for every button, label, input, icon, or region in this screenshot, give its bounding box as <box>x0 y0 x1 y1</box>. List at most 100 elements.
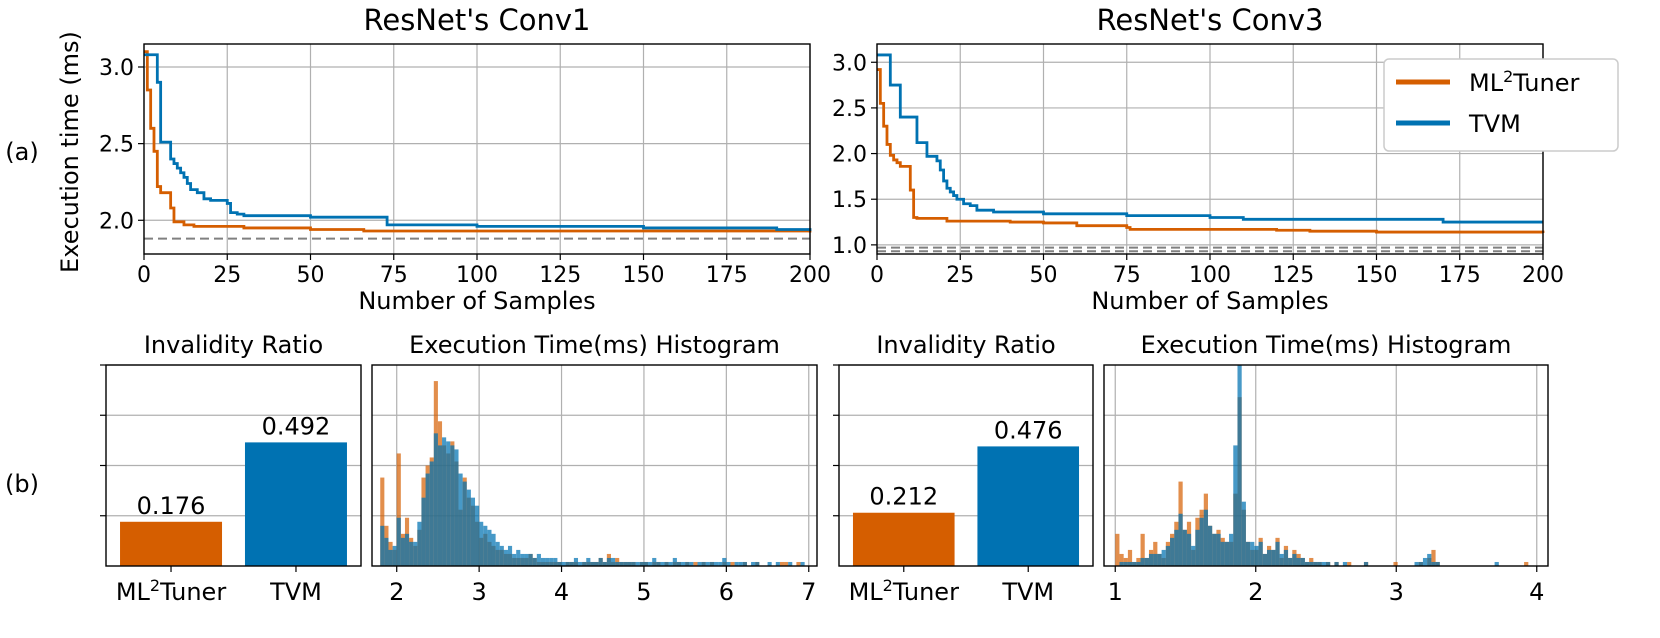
hist-bin-tvm <box>557 561 562 566</box>
hist-bin-tvm <box>380 525 385 566</box>
hist-bin-tvm <box>582 561 587 566</box>
hist-bin-tvm <box>1212 533 1217 566</box>
hist-bin-tvm <box>1317 561 1322 566</box>
hist-bin-ml2tuner <box>1140 533 1145 566</box>
bar-value-label: 0.176 <box>137 492 206 520</box>
hist-bin-tvm <box>400 537 405 566</box>
legend-label-tvm: TVM <box>1468 110 1521 138</box>
hist-bin-tvm <box>610 557 616 566</box>
x-tick-label: 200 <box>789 263 831 288</box>
x-tick-label-tvm: TVM <box>269 578 322 606</box>
hist-bin-tvm <box>1292 553 1297 566</box>
y-tick-label: 2.0 <box>99 209 134 234</box>
hist-bin-tvm <box>1494 561 1499 566</box>
hist-bin-tvm <box>507 545 513 566</box>
hist-bin-tvm <box>1296 557 1301 566</box>
hist-bin-tvm <box>512 553 517 566</box>
hist-bin-tvm <box>615 561 620 566</box>
hist-bin-tvm <box>1363 561 1369 566</box>
hist-bin-ml2tuner <box>1115 533 1120 566</box>
x-tick-label-tvm: TVM <box>1001 578 1054 606</box>
hist-bin-tvm <box>446 441 451 566</box>
hist-bin-tvm <box>788 561 793 566</box>
hist-bin-tvm <box>1170 537 1175 566</box>
y-tick-label: 1.0 <box>832 234 867 259</box>
x-tick-label: 2 <box>1248 578 1263 606</box>
hist-bin-tvm <box>578 561 583 566</box>
hist-bin-tvm <box>1262 553 1267 566</box>
hist-bin-tvm <box>681 561 686 566</box>
hist-bin-tvm <box>713 561 719 566</box>
hist-bin-tvm <box>701 561 706 566</box>
hist-bin-ml2tuner <box>730 561 735 566</box>
hist-bin-ml2tuner <box>784 561 789 566</box>
x-tick-label: 2 <box>389 578 404 606</box>
x-tick-label: 150 <box>1356 263 1398 288</box>
hist-bin-tvm <box>1229 533 1234 566</box>
x-tick-label: 100 <box>1189 263 1231 288</box>
hist-bin-tvm <box>689 561 694 566</box>
series-line-tvm <box>877 53 1543 224</box>
hist-bin-tvm <box>676 561 682 566</box>
legend-label-ml2tuner: ML2Tuner <box>1469 67 1579 97</box>
hist-bin-tvm <box>1237 365 1242 566</box>
hist-bin-tvm <box>631 561 636 566</box>
hist-bin-tvm <box>413 541 418 566</box>
hist-bin-ml2tuner <box>1393 561 1398 566</box>
x-tick-label: 7 <box>801 578 816 606</box>
hist-bin-tvm <box>664 561 669 566</box>
hist-bin-tvm <box>738 561 743 566</box>
hist-bin-tvm <box>598 557 603 566</box>
hist-bin-tvm <box>705 561 710 566</box>
hist-bin-tvm <box>685 561 690 566</box>
bar-tvm <box>244 442 347 566</box>
hist-bin-tvm <box>573 557 579 566</box>
hist-bin-tvm <box>1140 557 1145 566</box>
x-tick-label: 50 <box>1030 263 1058 288</box>
hist-bin-tvm <box>1300 557 1305 566</box>
hist-bin-tvm <box>1245 541 1251 566</box>
hist-bin-tvm <box>479 521 484 566</box>
plot-frame <box>838 364 1094 567</box>
y-tick-label: 2.5 <box>99 133 134 158</box>
hist-bin-tvm <box>639 561 644 566</box>
hist-bin-tvm <box>668 561 673 566</box>
hist-bin-tvm <box>619 561 624 566</box>
x-tick-label: 4 <box>1529 578 1544 606</box>
bar-value-label: 0.476 <box>994 416 1063 444</box>
bar-ml2tuner <box>120 521 223 566</box>
x-axis-label: Number of Samples <box>1091 287 1328 315</box>
hist-bin-tvm <box>1334 561 1339 566</box>
hist-bin-tvm <box>1266 549 1272 566</box>
y-tick-label: 3.0 <box>832 51 867 76</box>
x-tick-label: 75 <box>380 263 408 288</box>
hist-bin-tvm <box>483 525 488 566</box>
hist-bin-tvm <box>1199 517 1204 566</box>
hist-bin-tvm <box>1136 561 1141 566</box>
hist-bin-tvm <box>458 473 463 566</box>
row-label-a: (a) <box>5 138 38 166</box>
hist-bin-tvm <box>775 561 780 566</box>
hist-bin-tvm <box>549 557 554 566</box>
chart-title: ResNet's Conv1 <box>364 3 591 37</box>
hist-bin-tvm <box>1309 561 1314 566</box>
hist-bin-tvm <box>1283 549 1289 566</box>
hist-bin-tvm <box>1148 553 1154 566</box>
hist-bin-tvm <box>487 529 492 566</box>
hist-bin-tvm <box>718 561 723 566</box>
hist-bin-tvm <box>1250 541 1255 566</box>
x-tick-label: 50 <box>297 263 325 288</box>
hist-bin-ml2tuner <box>1347 561 1352 566</box>
x-tick-label: 200 <box>1522 263 1564 288</box>
hist-bin-tvm <box>726 561 731 566</box>
hist-bin-ml2tuner <box>1524 561 1529 566</box>
hist-bin-tvm <box>392 545 397 566</box>
hist-bin-tvm <box>561 561 566 566</box>
hist-bin-tvm <box>1427 553 1432 566</box>
hist-bin-tvm <box>734 561 739 566</box>
hist-bin-tvm <box>540 557 546 566</box>
hist-bin-tvm <box>755 561 760 566</box>
hist-bin-tvm <box>520 553 525 566</box>
hist-bin-tvm <box>384 537 389 566</box>
hist-bin-tvm <box>1326 561 1331 566</box>
